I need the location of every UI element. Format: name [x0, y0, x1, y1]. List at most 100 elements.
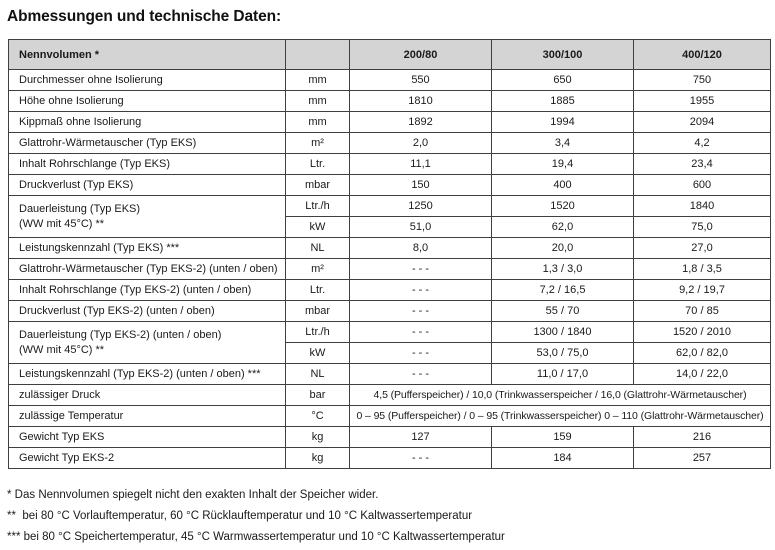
table-row: Leistungskennzahl (Typ EKS-2) (unten / o… [8, 363, 771, 385]
value-cell: 1955 [633, 90, 771, 112]
row-label: Druckverlust (Typ EKS-2) (unten / oben) [8, 300, 286, 322]
table-row: Gewicht Typ EKS kg 127 159 216 [8, 426, 771, 448]
row-label: Leistungskennzahl (Typ EKS-2) (unten / o… [8, 363, 286, 385]
table-body: Durchmesser ohne Isolierung mm 550 650 750 Hö… [8, 69, 771, 469]
value-cell: - - - [349, 321, 492, 343]
value-cell: 1,8 / 3,5 [633, 258, 771, 280]
unit-cell: Ltr./h [285, 195, 350, 217]
unit-cell: bar [285, 384, 350, 406]
table-row: Glattrohr-Wärmetauscher (Typ EKS) m² 2,0 3,… [8, 132, 771, 154]
value-cell: - - - [349, 258, 492, 280]
table-row: Druckverlust (Typ EKS-2) (unten / oben) m… [8, 300, 771, 322]
table-row: kW 51,0 62,0 75,0 [9, 216, 771, 238]
page-title: Abmessungen und technische Daten: [7, 8, 282, 25]
unit-cell: kg [285, 447, 350, 469]
value-cell: 4,2 [633, 132, 771, 154]
value-cell: 127 [349, 426, 492, 448]
header-model-400-120: 400/120 [633, 39, 771, 70]
value-cell: 23,4 [633, 153, 771, 175]
row-label-line2: (WW mit 45°C) ** [19, 217, 105, 230]
table-row: Druckverlust (Typ EKS) mbar 150 400 600 [8, 174, 771, 196]
row-label: zulässige Temperatur [8, 405, 286, 427]
value-cell: 2,0 [349, 132, 492, 154]
value-cell: 75,0 [633, 216, 771, 238]
unit-cell: Ltr. [285, 153, 350, 175]
row-label: Gewicht Typ EKS [8, 426, 286, 448]
row-label: Durchmesser ohne Isolierung [8, 69, 286, 91]
table-header-row: Nennvolumen * 200/80 300/100 400/120 [8, 39, 771, 70]
value-cell: 20,0 [491, 237, 634, 259]
row-label-line1: Dauerleistung (Typ EKS-2) (unten / oben) [19, 328, 222, 341]
value-cell: - - - [349, 363, 492, 385]
value-cell: - - - [349, 447, 492, 469]
value-cell: 1840 [633, 195, 771, 217]
value-cell: 8,0 [349, 237, 492, 259]
unit-cell: mm [285, 90, 350, 112]
value-cell: 750 [633, 69, 771, 91]
unit-cell: kW [285, 342, 350, 364]
table-row: Dauerleistung (Typ EKS) (WW mit 45°C) ** L… [8, 195, 771, 238]
table-row: Glattrohr-Wärmetauscher (Typ EKS-2) (unt… [8, 258, 771, 280]
value-cell: 257 [633, 447, 771, 469]
value-cell: 159 [491, 426, 634, 448]
header-model-200-80: 200/80 [349, 39, 492, 70]
header-model-300-100: 300/100 [491, 39, 634, 70]
value-cell: - - - [349, 300, 492, 322]
value-cell: 19,4 [491, 153, 634, 175]
value-cell: 550 [349, 69, 492, 91]
row-label-line1: Dauerleistung (Typ EKS) [19, 202, 141, 215]
value-cell: 400 [491, 174, 634, 196]
value-cell: 7,2 / 16,5 [491, 279, 634, 301]
table-row: zulässiger Druck bar 4,5 (Pufferspeicher) … [8, 384, 771, 406]
footnotes: * Das Nennvolumen spiegelt nicht den exa… [7, 485, 770, 548]
table-row: Kippmaß ohne Isolierung mm 1892 1994 2094 [8, 111, 771, 133]
value-cell: 27,0 [633, 237, 771, 259]
row-label-line2: (WW mit 45°C) ** [19, 343, 105, 356]
unit-cell: mm [285, 111, 350, 133]
row-label: Höhe ohne Isolierung [8, 90, 286, 112]
row-label: Glattrohr-Wärmetauscher (Typ EKS-2) (unt… [8, 258, 286, 280]
value-cell: 216 [633, 426, 771, 448]
row-label: Druckverlust (Typ EKS) [8, 174, 286, 196]
unit-cell: Ltr. [285, 279, 350, 301]
table-row: Dauerleistung (Typ EKS-2) (unten / oben)… [8, 321, 771, 364]
value-cell: 1300 / 1840 [491, 321, 634, 343]
row-label: Kippmaß ohne Isolierung [8, 111, 286, 133]
footnote: * Das Nennvolumen spiegelt nicht den exa… [7, 489, 379, 501]
table-row: zulässige Temperatur °C 0 – 95 (Pufferspei… [8, 405, 771, 427]
value-cell: 11,1 [349, 153, 492, 175]
value-cell: - - - [349, 342, 492, 364]
value-cell: 62,0 [491, 216, 634, 238]
value-cell: 51,0 [349, 216, 492, 238]
table-row: Leistungskennzahl (Typ EKS) *** NL 8,0 20,0… [8, 237, 771, 259]
row-label: Inhalt Rohrschlange (Typ EKS-2) (unten /… [8, 279, 286, 301]
footnote: *** bei 80 °C Speichertemperatur, 45 °C … [7, 530, 505, 543]
unit-cell: mbar [285, 174, 350, 196]
value-cell: 1520 [491, 195, 634, 217]
table-row: Höhe ohne Isolierung mm 1810 1885 1955 [8, 90, 771, 112]
unit-cell: mm [285, 69, 350, 91]
row-label: Dauerleistung (Typ EKS-2) (unten / oben)… [8, 321, 286, 364]
value-cell: 650 [491, 69, 634, 91]
unit-cell: NL [285, 237, 350, 259]
value-cell: 70 / 85 [633, 300, 771, 322]
unit-cell: mbar [285, 300, 350, 322]
unit-cell: °C [285, 405, 350, 427]
value-cell: 1885 [491, 90, 634, 112]
value-cell: 1994 [491, 111, 634, 133]
table-row: Durchmesser ohne Isolierung mm 550 650 750 [8, 69, 771, 91]
value-cell: 1892 [349, 111, 492, 133]
header-nennvolumen: Nennvolumen * [8, 39, 286, 70]
value-cell: 600 [633, 174, 771, 196]
footnote: ** bei 80 °C Vorlauftemperatur, 60 °C Rü… [7, 509, 473, 522]
row-label: Glattrohr-Wärmetauscher (Typ EKS) [8, 132, 286, 154]
value-cell: 55 / 70 [491, 300, 634, 322]
value-cell-span: 4,5 (Pufferspeicher) / 10,0 (Trinkwasser… [349, 384, 771, 406]
value-cell: 11,0 / 17,0 [491, 363, 634, 385]
row-label: Leistungskennzahl (Typ EKS) *** [8, 237, 286, 259]
value-cell: - - - [349, 279, 492, 301]
row-label: Gewicht Typ EKS-2 [8, 447, 286, 469]
value-cell: 1520 / 2010 [633, 321, 771, 343]
unit-cell: kW [285, 216, 350, 238]
unit-cell: kg [285, 426, 350, 448]
